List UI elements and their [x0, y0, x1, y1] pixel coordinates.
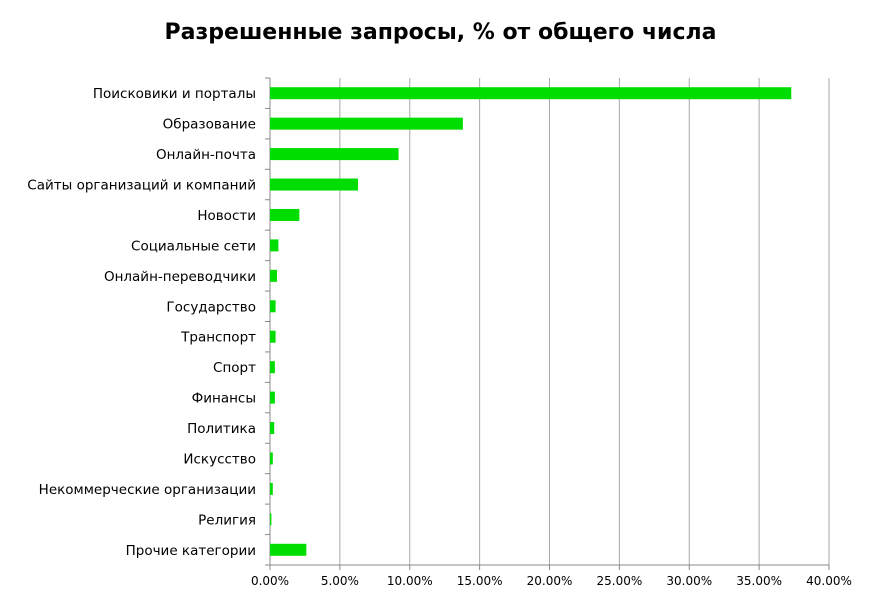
bar — [270, 269, 277, 282]
category-label: Политика — [187, 421, 256, 437]
category-label: Прочие категории — [126, 543, 256, 559]
x-tick-label: 40.00% — [806, 574, 852, 588]
category-label: Новости — [197, 208, 256, 224]
bar-layer — [270, 87, 792, 556]
category-label: Финансы — [192, 391, 256, 407]
x-tick-label: 35.00% — [736, 574, 782, 588]
bar — [270, 117, 463, 130]
bar — [270, 330, 276, 343]
bar — [270, 422, 275, 435]
x-tick-label: 20.00% — [527, 574, 573, 588]
x-tick-label: 30.00% — [666, 574, 712, 588]
axis-layer — [265, 77, 830, 570]
category-label: Некоммерческие организации — [39, 482, 256, 498]
bar — [270, 513, 272, 526]
bar — [270, 452, 273, 465]
x-tick-label: 15.00% — [457, 574, 503, 588]
bar — [270, 391, 275, 404]
category-label: Онлайн-переводчики — [104, 269, 256, 285]
x-tick-label: 10.00% — [387, 574, 433, 588]
bar — [270, 482, 273, 495]
bar — [270, 300, 276, 313]
x-tick-label: 5.00% — [321, 574, 359, 588]
bar — [270, 178, 359, 191]
x-tick-label: 25.00% — [596, 574, 642, 588]
category-label: Искусство — [183, 451, 256, 467]
category-label: Религия — [198, 512, 256, 528]
bar — [270, 148, 399, 161]
bar — [270, 239, 279, 252]
category-label: Поисковики и порталы — [93, 86, 256, 102]
category-label: Образование — [163, 117, 256, 133]
bar — [270, 543, 307, 556]
bar — [270, 361, 275, 374]
x-tick-label: 0.00% — [251, 574, 289, 588]
category-label: Транспорт — [180, 330, 256, 346]
category-label: Спорт — [213, 360, 256, 376]
category-label: Социальные сети — [131, 238, 256, 254]
chart-title: Разрешенные запросы, % от общего числа — [164, 20, 717, 45]
bar — [270, 208, 300, 221]
category-label: Сайты организаций и компаний — [27, 178, 256, 194]
category-label: Государство — [166, 299, 256, 315]
label-layer: 0.00% 5.00% 10.00% 15.00% 20.00% 25.00% 30.00%… — [27, 86, 852, 588]
bar — [270, 87, 792, 100]
category-label: Онлайн-почта — [156, 147, 256, 163]
